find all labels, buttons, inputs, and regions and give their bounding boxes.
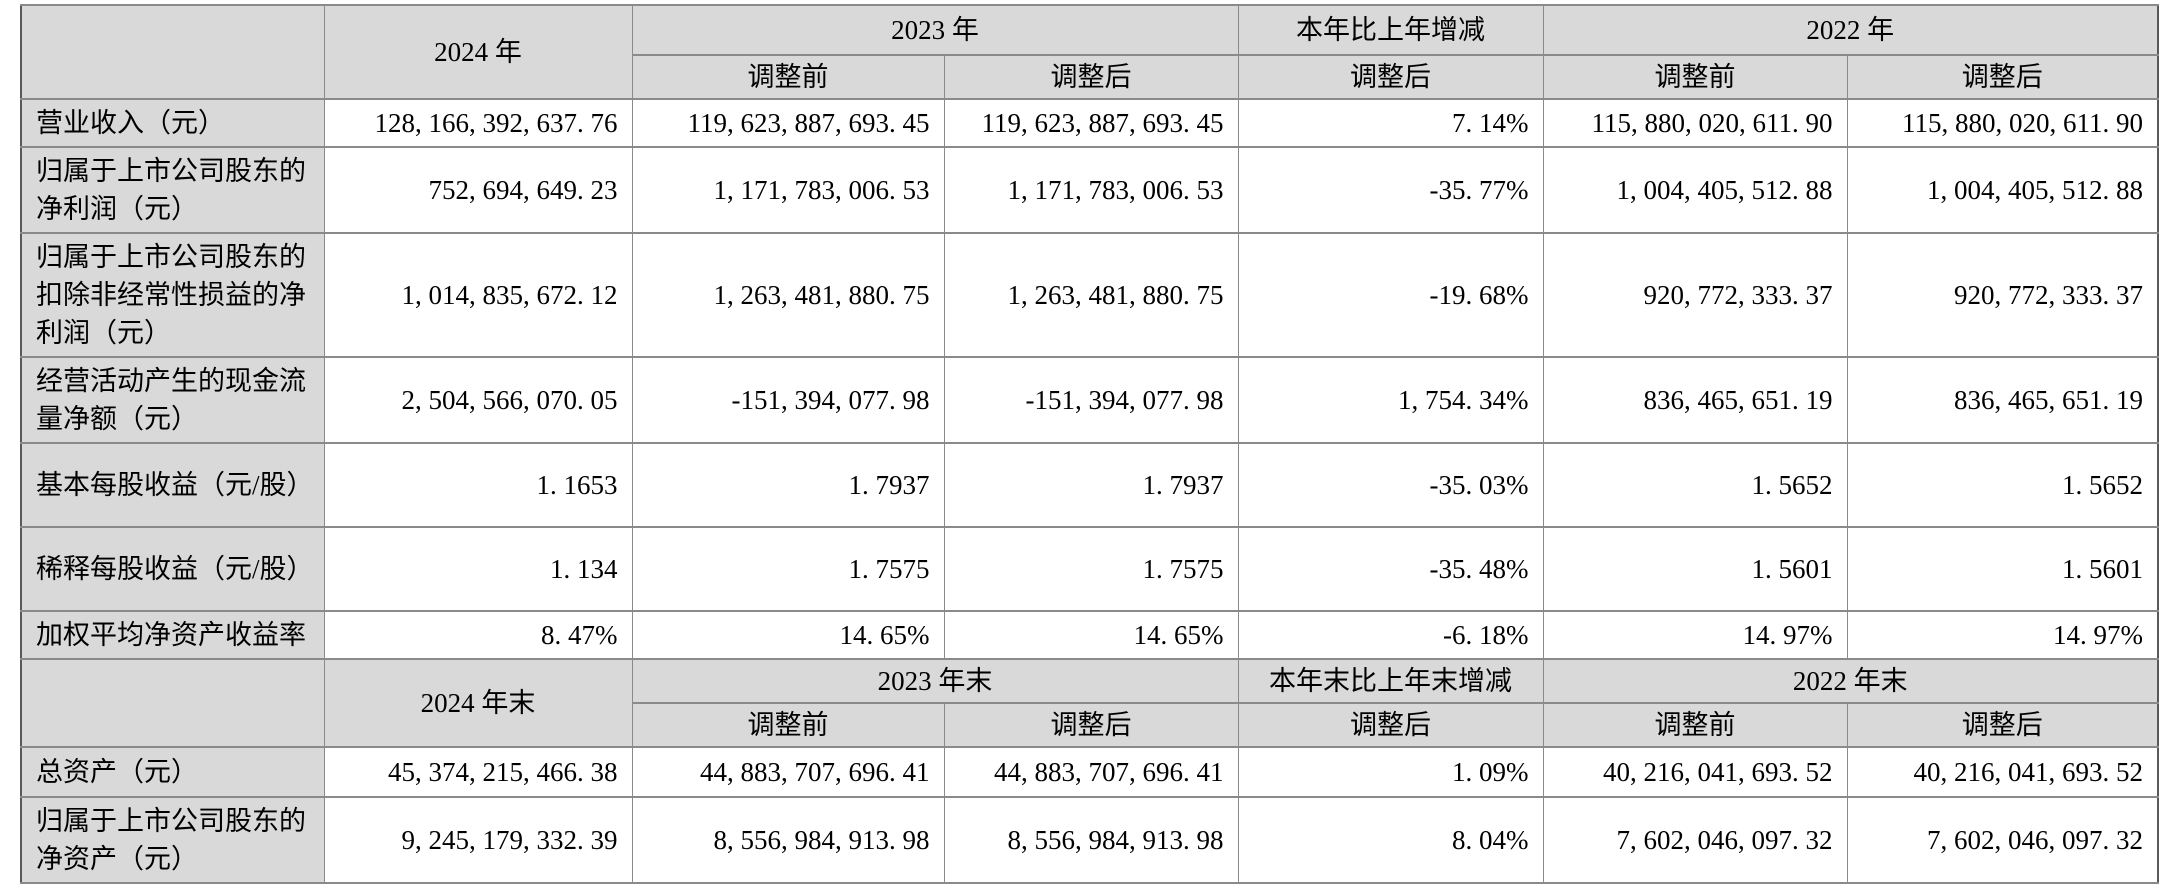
cell-value: -35. 03%	[1237, 442, 1544, 528]
cell-value: 1. 5652	[1846, 442, 2159, 528]
row-label: 加权平均净资产收益率	[20, 610, 325, 660]
corner-empty-cell-2	[20, 658, 325, 748]
header-year-2024: 2024 年	[323, 4, 633, 100]
cell-value: 44, 883, 707, 696. 41	[943, 746, 1239, 798]
header-year-end-2024: 2024 年末	[323, 658, 633, 748]
header-group-2023: 2023 年	[631, 4, 1239, 56]
cell-value: 752, 694, 649. 23	[323, 146, 633, 234]
cell-value: 920, 772, 333. 37	[1542, 232, 1848, 358]
cell-value: 1. 134	[323, 526, 633, 612]
cell-value: 1. 09%	[1237, 746, 1544, 798]
subheader-end-2022-post-adjust: 调整后	[1846, 702, 2159, 748]
cell-value: 1. 5601	[1846, 526, 2159, 612]
header-change-yoy: 本年比上年增减	[1237, 4, 1544, 56]
cell-value: 45, 374, 215, 466. 38	[323, 746, 633, 798]
table-row-revenue: 营业收入（元） 128, 166, 392, 637. 76 119, 623,…	[20, 98, 2159, 148]
cell-value: 8, 556, 984, 913. 98	[943, 796, 1239, 884]
cell-value: 115, 880, 020, 611. 90	[1846, 98, 2159, 148]
cell-value: 7. 14%	[1237, 98, 1544, 148]
cell-value: 1. 1653	[323, 442, 633, 528]
cell-value: 7, 602, 046, 097. 32	[1846, 796, 2159, 884]
cell-value: 8, 556, 984, 913. 98	[631, 796, 945, 884]
subheader-2023-pre-adjust: 调整前	[631, 54, 945, 100]
cell-value: 115, 880, 020, 611. 90	[1542, 98, 1848, 148]
cell-value: 2, 504, 566, 070. 05	[323, 356, 633, 444]
cell-value: 119, 623, 887, 693. 45	[631, 98, 945, 148]
header-group-end-2023: 2023 年末	[631, 658, 1239, 704]
cell-value: 920, 772, 333. 37	[1846, 232, 2159, 358]
cell-value: 1, 263, 481, 880. 75	[631, 232, 945, 358]
subheader-2022-post-adjust: 调整后	[1846, 54, 2159, 100]
financial-summary-table: 2024 年 2023 年 本年比上年增减 2022 年 调整前 调整后 调整后…	[20, 4, 2159, 884]
header-group-end-2022: 2022 年末	[1542, 658, 2159, 704]
cell-value: 836, 465, 651. 19	[1846, 356, 2159, 444]
cell-value: 1, 171, 783, 006. 53	[943, 146, 1239, 234]
cell-value: 7, 602, 046, 097. 32	[1542, 796, 1848, 884]
subheader-change-post-adjust: 调整后	[1237, 54, 1544, 100]
cell-value: 8. 04%	[1237, 796, 1544, 884]
subheader-end-2023-post-adjust: 调整后	[943, 702, 1239, 748]
cell-value: 14. 97%	[1846, 610, 2159, 660]
row-label: 经营活动产生的现金流量净额（元）	[20, 356, 325, 444]
cell-value: 1, 171, 783, 006. 53	[631, 146, 945, 234]
header-change-year-end: 本年末比上年末增减	[1237, 658, 1544, 704]
cell-value: 14. 97%	[1542, 610, 1848, 660]
table-row-total-assets: 总资产（元） 45, 374, 215, 466. 38 44, 883, 70…	[20, 746, 2159, 798]
cell-value: 44, 883, 707, 696. 41	[631, 746, 945, 798]
cell-value: 14. 65%	[631, 610, 945, 660]
corner-empty-cell	[20, 4, 325, 100]
row-label: 归属于上市公司股东的净利润（元）	[20, 146, 325, 234]
table-row-net-profit-deducted: 归属于上市公司股东的扣除非经常性损益的净利润（元） 1, 014, 835, 6…	[20, 232, 2159, 358]
cell-value: 14. 65%	[943, 610, 1239, 660]
subheader-end-change-post-adjust: 调整后	[1237, 702, 1544, 748]
table-row-diluted-eps: 稀释每股收益（元/股） 1. 134 1. 7575 1. 7575 -35. …	[20, 526, 2159, 612]
cell-value: -151, 394, 077. 98	[943, 356, 1239, 444]
table-row-basic-eps: 基本每股收益（元/股） 1. 1653 1. 7937 1. 7937 -35.…	[20, 442, 2159, 528]
table-row-weighted-roe: 加权平均净资产收益率 8. 47% 14. 65% 14. 65% -6. 18…	[20, 610, 2159, 660]
cell-value: 836, 465, 651. 19	[1542, 356, 1848, 444]
cell-value: -35. 48%	[1237, 526, 1544, 612]
cell-value: 119, 623, 887, 693. 45	[943, 98, 1239, 148]
cell-value: 1. 7937	[631, 442, 945, 528]
table-row-net-profit: 归属于上市公司股东的净利润（元） 752, 694, 649. 23 1, 17…	[20, 146, 2159, 234]
cell-value: 1, 754. 34%	[1237, 356, 1544, 444]
table-row-net-assets: 归属于上市公司股东的净资产（元） 9, 245, 179, 332. 39 8,…	[20, 796, 2159, 884]
cell-value: 1. 7575	[631, 526, 945, 612]
subheader-2022-pre-adjust: 调整前	[1542, 54, 1848, 100]
row-label: 归属于上市公司股东的净资产（元）	[20, 796, 325, 884]
cell-value: 1. 7575	[943, 526, 1239, 612]
cell-value: 1. 5601	[1542, 526, 1848, 612]
subheader-2023-post-adjust: 调整后	[943, 54, 1239, 100]
header-group-2022: 2022 年	[1542, 4, 2159, 56]
row-label: 稀释每股收益（元/股）	[20, 526, 325, 612]
cell-value: 1, 004, 405, 512. 88	[1846, 146, 2159, 234]
row-label: 基本每股收益（元/股）	[20, 442, 325, 528]
cell-value: -151, 394, 077. 98	[631, 356, 945, 444]
cell-value: 9, 245, 179, 332. 39	[323, 796, 633, 884]
cell-value: 40, 216, 041, 693. 52	[1846, 746, 2159, 798]
row-label: 归属于上市公司股东的扣除非经常性损益的净利润（元）	[20, 232, 325, 358]
cell-value: 1, 004, 405, 512. 88	[1542, 146, 1848, 234]
cell-value: -6. 18%	[1237, 610, 1544, 660]
cell-value: 1, 014, 835, 672. 12	[323, 232, 633, 358]
subheader-end-2022-pre-adjust: 调整前	[1542, 702, 1848, 748]
cell-value: 40, 216, 041, 693. 52	[1542, 746, 1848, 798]
cell-value: 1. 5652	[1542, 442, 1848, 528]
table-row-operating-cash-flow: 经营活动产生的现金流量净额（元） 2, 504, 566, 070. 05 -1…	[20, 356, 2159, 444]
cell-value: 1, 263, 481, 880. 75	[943, 232, 1239, 358]
cell-value: 1. 7937	[943, 442, 1239, 528]
cell-value: -19. 68%	[1237, 232, 1544, 358]
cell-value: 128, 166, 392, 637. 76	[323, 98, 633, 148]
row-label: 营业收入（元）	[20, 98, 325, 148]
cell-value: 8. 47%	[323, 610, 633, 660]
subheader-end-2023-pre-adjust: 调整前	[631, 702, 945, 748]
row-label: 总资产（元）	[20, 746, 325, 798]
cell-value: -35. 77%	[1237, 146, 1544, 234]
